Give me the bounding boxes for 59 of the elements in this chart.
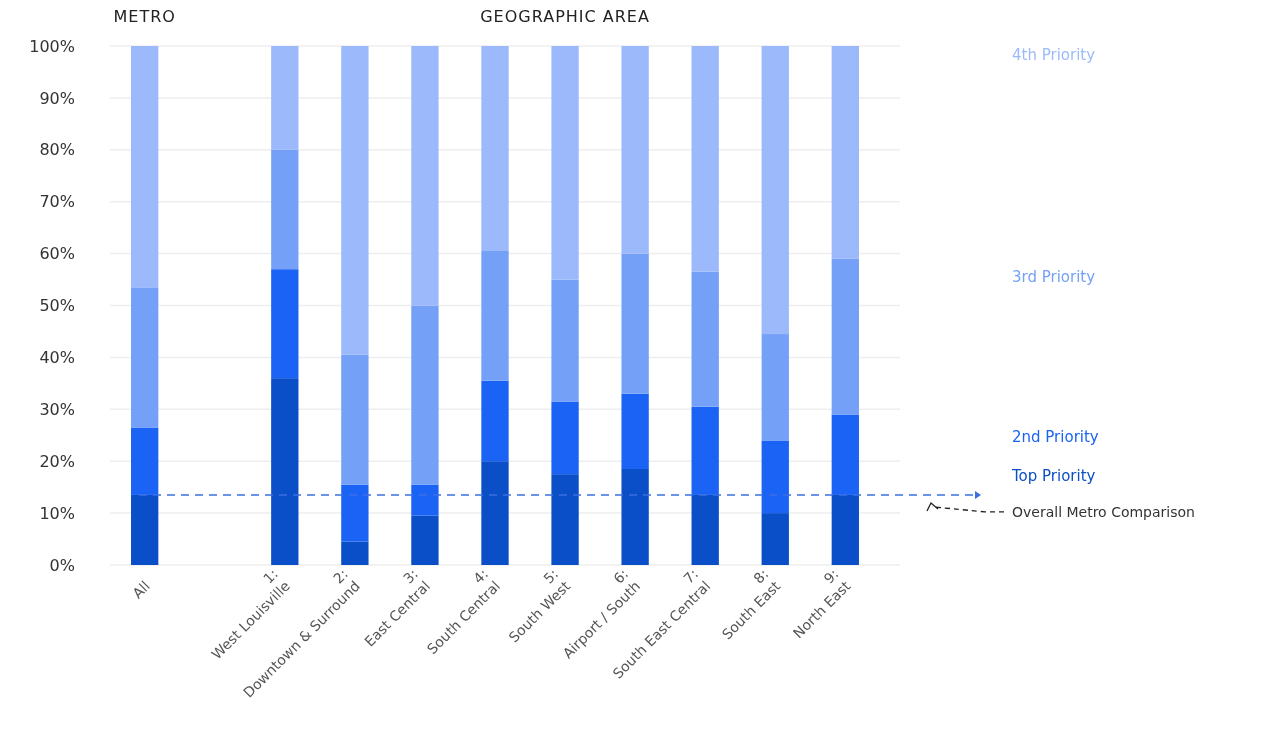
- bar: [831, 258, 859, 415]
- bar: [481, 461, 509, 565]
- text: 3rd Priority: [1012, 268, 1096, 287]
- y-tick-label: 50%: [39, 296, 75, 316]
- bar: [831, 494, 859, 565]
- bar: [271, 46, 299, 150]
- bar: [691, 271, 719, 407]
- y-tick-label: 70%: [39, 192, 75, 212]
- bar: [341, 354, 369, 485]
- bar: [131, 46, 159, 288]
- bar: [551, 279, 579, 402]
- bar: [341, 541, 369, 565]
- bar: [341, 484, 369, 542]
- bar: [551, 474, 579, 565]
- y-tick-label: 20%: [39, 451, 75, 471]
- bar: [691, 406, 719, 495]
- bar: [691, 46, 719, 272]
- bar: [621, 468, 649, 565]
- bar: [761, 46, 789, 335]
- bar: [131, 427, 159, 495]
- y-tick-label: 100%: [29, 36, 75, 56]
- bar: [761, 334, 789, 441]
- bar: [551, 46, 579, 280]
- bar: [131, 494, 159, 565]
- bar: [411, 46, 439, 306]
- bar: [761, 440, 789, 514]
- bar: [691, 494, 719, 565]
- bar: [481, 380, 509, 462]
- bar: [551, 401, 579, 475]
- bar: [621, 393, 649, 469]
- bar: [271, 269, 299, 379]
- bar: [621, 253, 649, 394]
- bar: [831, 46, 859, 259]
- y-tick-label: 30%: [39, 399, 75, 419]
- bar: [621, 46, 649, 254]
- text: GEOGRAPHIC AREA: [480, 7, 650, 26]
- ref-line-label: Overall Metro Comparison: [1012, 503, 1195, 520]
- bar: [481, 251, 509, 381]
- bar: [411, 484, 439, 516]
- y-tick-label: 60%: [39, 244, 75, 264]
- text: 2nd Priority: [1012, 428, 1099, 447]
- y-tick-label: 40%: [39, 348, 75, 367]
- y-tick-label: 80%: [39, 140, 75, 160]
- bar: [271, 149, 299, 270]
- bar: [831, 414, 859, 495]
- text: Top Priority: [1011, 467, 1096, 486]
- bar: [761, 513, 789, 565]
- y-tick-label: 0%: [49, 555, 75, 575]
- bar: [411, 515, 439, 565]
- bar: [271, 378, 299, 565]
- bar: [411, 305, 439, 485]
- x-tick-label: All: [129, 577, 153, 602]
- text: 4th Priority: [1012, 46, 1096, 65]
- text: METRO: [113, 7, 176, 26]
- bar: [341, 46, 369, 355]
- y-tick-label: 90%: [39, 88, 75, 108]
- bar: [481, 46, 509, 252]
- y-tick-label: 10%: [39, 503, 75, 523]
- bar: [131, 287, 159, 428]
